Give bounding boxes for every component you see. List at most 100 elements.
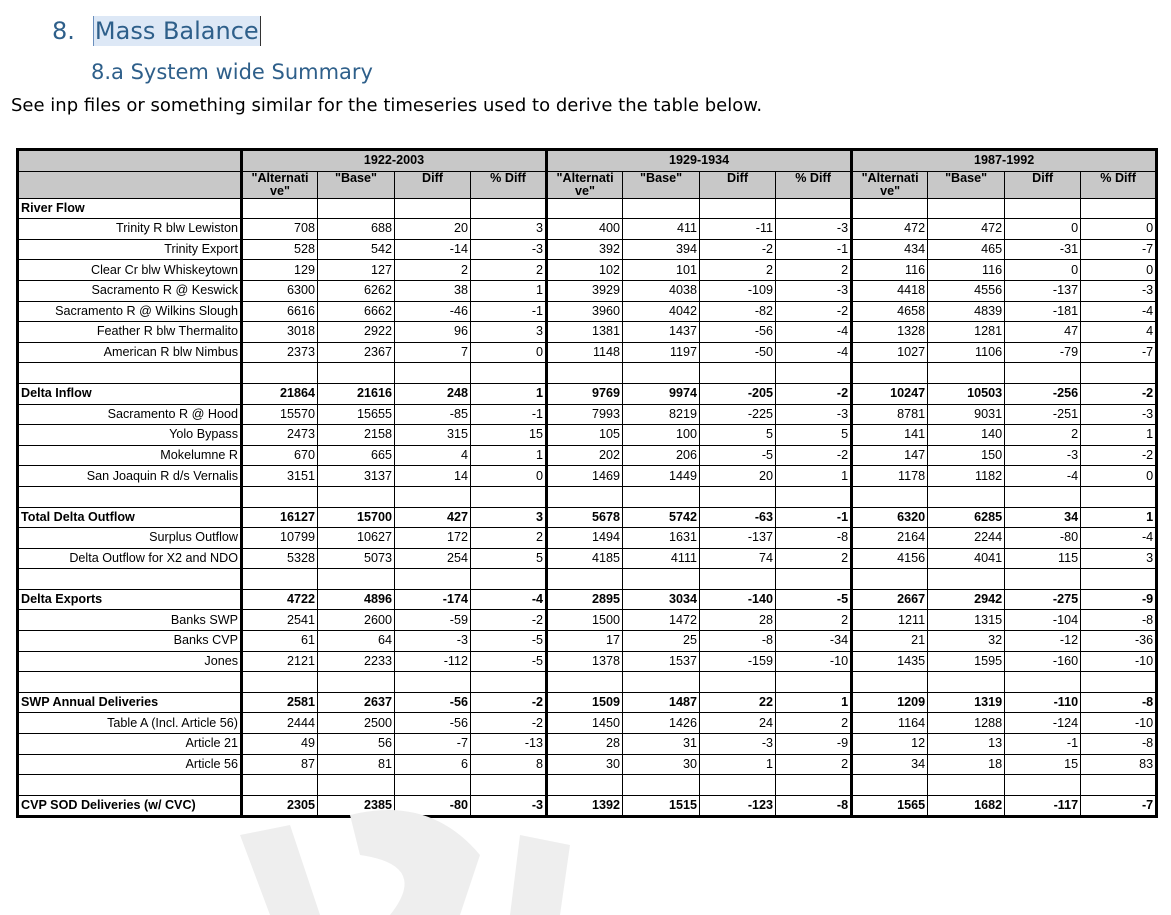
row-label	[17, 671, 242, 693]
value-cell: -205	[699, 382, 777, 405]
value-cell: -225	[699, 403, 777, 426]
period-header: 1987-1992	[850, 149, 1158, 172]
value-cell	[775, 197, 853, 220]
value-cell: 3151	[240, 465, 318, 487]
value-cell: 3137	[317, 465, 395, 487]
value-cell: -63	[699, 506, 777, 529]
value-cell: 2	[1004, 424, 1082, 446]
table-row: Delta Outflow for X2 and NDO 5328 5073 254 5…	[17, 547, 1158, 570]
value-cell: 1469	[545, 465, 624, 487]
value-cell	[545, 362, 624, 384]
value-cell: 4	[1080, 321, 1158, 343]
value-cell: -8	[775, 527, 853, 549]
value-cell: 47	[1004, 321, 1082, 343]
value-cell: 2942	[927, 588, 1006, 611]
value-cell: -2	[469, 712, 548, 735]
table-row: Sacramento R @ Hood 15570 15655 -85 -1 7993 82…	[17, 403, 1158, 426]
row-label	[17, 485, 242, 508]
value-cell: 0	[469, 465, 548, 487]
value-cell: 1392	[545, 794, 624, 818]
value-cell: 2	[775, 547, 853, 570]
section-title[interactable]: Mass Balance	[92, 16, 261, 46]
value-cell: 2	[469, 527, 548, 549]
value-cell: 1595	[927, 650, 1006, 673]
value-cell: 38	[394, 279, 471, 302]
value-cell: 1	[469, 279, 548, 302]
value-cell	[317, 568, 395, 590]
value-cell: -7	[394, 733, 471, 755]
row-label: Trinity Export	[17, 238, 242, 261]
value-cell: 2667	[850, 588, 929, 611]
row-label: Jones	[17, 650, 242, 673]
value-cell: 7	[394, 341, 471, 364]
value-cell: -104	[1004, 609, 1082, 632]
value-cell: 1209	[850, 691, 929, 714]
value-cell: 30	[545, 753, 624, 776]
value-cell: 2158	[317, 424, 395, 446]
value-cell: 87	[240, 753, 318, 776]
category-row: Total Delta Outflow 16127 15700 427 3 5678 574…	[17, 506, 1158, 529]
row-label: Yolo Bypass	[17, 424, 242, 446]
value-cell: -1	[469, 403, 548, 426]
table-row: Surplus Outflow 10799 10627 172 2 1494 1631 -13…	[17, 527, 1158, 549]
value-cell: 10799	[240, 527, 318, 549]
value-cell: -5	[699, 444, 777, 467]
value-cell: 6616	[240, 300, 318, 323]
value-cell: 2121	[240, 650, 318, 673]
value-cell	[927, 774, 1006, 796]
value-cell	[775, 671, 853, 693]
value-cell: 2600	[317, 609, 395, 632]
value-cell: 1435	[850, 650, 929, 673]
value-cell: 15	[1004, 753, 1082, 776]
column-header: % Diff	[775, 170, 853, 199]
value-cell: 1	[775, 691, 853, 714]
value-cell	[927, 362, 1006, 384]
value-cell: 202	[545, 444, 624, 467]
value-cell	[317, 485, 395, 508]
value-cell: -10	[1080, 650, 1158, 673]
value-cell: 1565	[850, 794, 929, 818]
value-cell: 1	[1080, 424, 1158, 446]
value-cell: 5678	[545, 506, 624, 529]
value-cell	[1004, 774, 1082, 796]
value-cell: -50	[699, 341, 777, 364]
value-cell: 472	[927, 218, 1006, 240]
value-cell	[240, 671, 318, 693]
value-cell: 0	[1080, 465, 1158, 487]
value-cell: 31	[622, 733, 701, 755]
value-cell: 150	[927, 444, 1006, 467]
value-cell: 5	[775, 424, 853, 446]
table-row: Sacramento R @ Wilkins Slough 6616 6662 -46…	[17, 300, 1158, 323]
value-cell: -5	[469, 630, 548, 652]
value-cell	[545, 197, 624, 220]
value-cell: 2922	[317, 321, 395, 343]
value-cell	[775, 568, 853, 590]
value-cell: 34	[850, 753, 929, 776]
row-label	[17, 362, 242, 384]
value-cell: 1319	[927, 691, 1006, 714]
value-cell: -4	[469, 588, 548, 611]
value-cell: -174	[394, 588, 471, 611]
value-cell: -10	[775, 650, 853, 673]
value-cell: 3018	[240, 321, 318, 343]
spacer-row	[17, 774, 1158, 796]
value-cell: -5	[775, 588, 853, 611]
row-label: Delta Outflow for X2 and NDO	[17, 547, 242, 570]
value-cell: 2244	[927, 527, 1006, 549]
value-cell: 3	[469, 218, 548, 240]
row-label: Sacramento R @ Keswick	[17, 279, 242, 302]
value-cell	[850, 774, 929, 796]
value-cell: 102	[545, 259, 624, 281]
value-cell: -31	[1004, 238, 1082, 261]
value-cell: 2637	[317, 691, 395, 714]
value-cell: -12	[1004, 630, 1082, 652]
value-cell: 3034	[622, 588, 701, 611]
table-row: San Joaquin R d/s Vernalis 3151 3137 14 0 146…	[17, 465, 1158, 487]
value-cell: 20	[394, 218, 471, 240]
value-cell: 528	[240, 238, 318, 261]
period-header-row: 1922-2003 1929-1934 1987-1992	[17, 149, 1158, 172]
value-cell: 1381	[545, 321, 624, 343]
value-cell: 2500	[317, 712, 395, 735]
table-row: Jones 2121 2233 -112 -5 1378 1537 -159 -10 1435 15…	[17, 650, 1158, 673]
value-cell: 315	[394, 424, 471, 446]
